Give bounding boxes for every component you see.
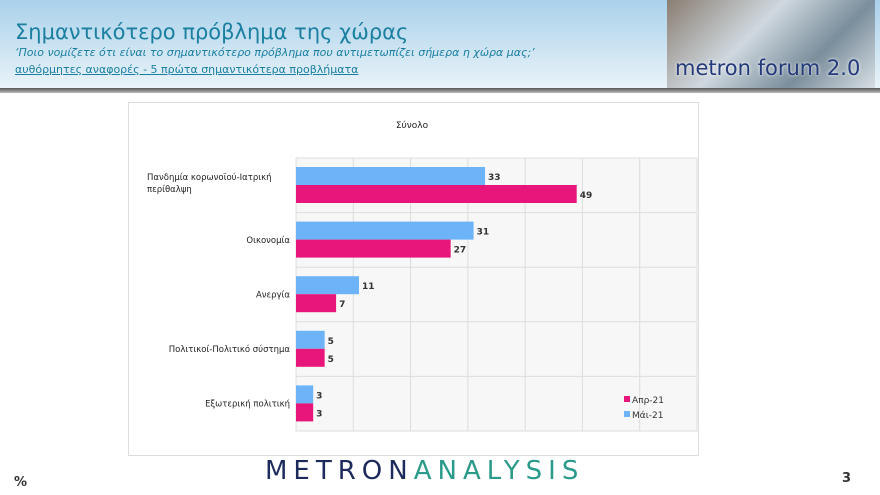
category-label: Ανεργία (256, 291, 290, 301)
category-label: Εξωτερική πολιτική (205, 400, 290, 410)
page-title: Σημαντικότερο πρόβλημα της χώρας (15, 20, 409, 44)
metron-analysis-logo: METRONANALYSIS (265, 456, 585, 486)
header-divider (0, 88, 880, 93)
bar-Μάι-21 (296, 330, 325, 349)
data-label: 3 (316, 391, 322, 401)
data-label: 5 (328, 337, 334, 347)
data-label: 33 (488, 173, 501, 183)
unit-label: % (14, 475, 28, 490)
survey-question: ‘Ποιο νομίζετε ότι είναι το σημαντικότερ… (15, 46, 535, 59)
data-label: 11 (362, 282, 375, 292)
bar-Απρ-21 (296, 185, 577, 203)
legend-label: Μάι-21 (632, 411, 663, 421)
data-label: 3 (316, 409, 322, 419)
legend-label: Απρ-21 (632, 396, 664, 406)
plot-area (295, 157, 698, 432)
bar-Μάι-21 (296, 221, 474, 240)
bar-Απρ-21 (296, 294, 337, 313)
legend-swatch (624, 411, 630, 417)
bar-Μάι-21 (296, 276, 360, 295)
data-label: 49 (580, 191, 593, 201)
category-label: Πανδημία κορωνοϊού-Ιατρική (147, 172, 272, 183)
bar-Μάι-21 (296, 385, 314, 404)
page-number: 3 (842, 471, 852, 486)
category-label: περίθαλψη (147, 185, 192, 195)
bar-Απρ-21 (296, 239, 451, 258)
data-label: 7 (339, 300, 345, 310)
bar-Απρ-21 (296, 403, 314, 422)
survey-note: αυθόρμητες αναφορές - 5 πρώτα σημαντικότ… (15, 63, 359, 76)
data-label: 5 (328, 355, 334, 365)
bar-Μάι-21 (296, 167, 486, 185)
chart-title: Σύνολο (396, 120, 429, 131)
category-label: Οικονομία (246, 236, 290, 246)
chart-frame (128, 102, 699, 456)
logo-text: metron forum 2.0 (675, 56, 861, 80)
data-label: 27 (454, 246, 467, 256)
data-label: 31 (477, 228, 490, 238)
legend-swatch (624, 396, 630, 402)
category-label: Πολιτικοί-Πολιτικό σύστημα (169, 344, 291, 355)
bar-Απρ-21 (296, 348, 325, 367)
metron-forum-logo: metron forum 2.0 (667, 0, 875, 88)
